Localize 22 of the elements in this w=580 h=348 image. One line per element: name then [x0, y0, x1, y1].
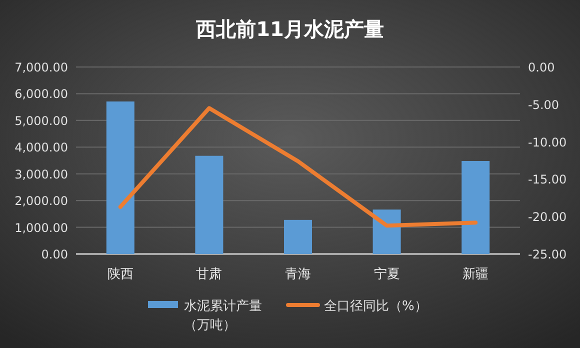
x-tick-label: 宁夏	[374, 266, 400, 282]
legend-label: 水泥累计产量（万吨）	[184, 299, 262, 333]
x-tick-label: 甘肃	[196, 267, 222, 282]
chart-title: 西北前11月水泥产量	[195, 17, 384, 41]
y-tick-label: 4,000.00	[14, 140, 68, 155]
y-tick-label: 5,000.00	[14, 114, 68, 128]
y2-tick-label: 0.00	[528, 60, 555, 74]
x-tick-label: 陕西	[107, 267, 134, 282]
y-tick-label: 6,000.00	[14, 87, 68, 102]
x-tick-label: 青海	[285, 267, 311, 282]
y2-tick-label: -25.00	[528, 248, 567, 262]
y-tick-label: 0.00	[41, 248, 68, 262]
y-tick-label: 1,000.00	[14, 220, 68, 235]
y-tick-label: 2,000.00	[14, 194, 68, 208]
y2-tick-label: -15.00	[528, 172, 567, 187]
y-tick-label: 7,000.00	[14, 60, 68, 74]
legend-label: 全口径同比（%）	[324, 299, 428, 314]
y-tick-label: 3,000.00	[14, 167, 68, 182]
y2-tick-label: -10.00	[528, 135, 567, 150]
y2-tick-label: -5.00	[528, 98, 560, 112]
y2-tick-label: -20.00	[528, 210, 567, 224]
x-tick-label: 新疆	[462, 267, 489, 282]
